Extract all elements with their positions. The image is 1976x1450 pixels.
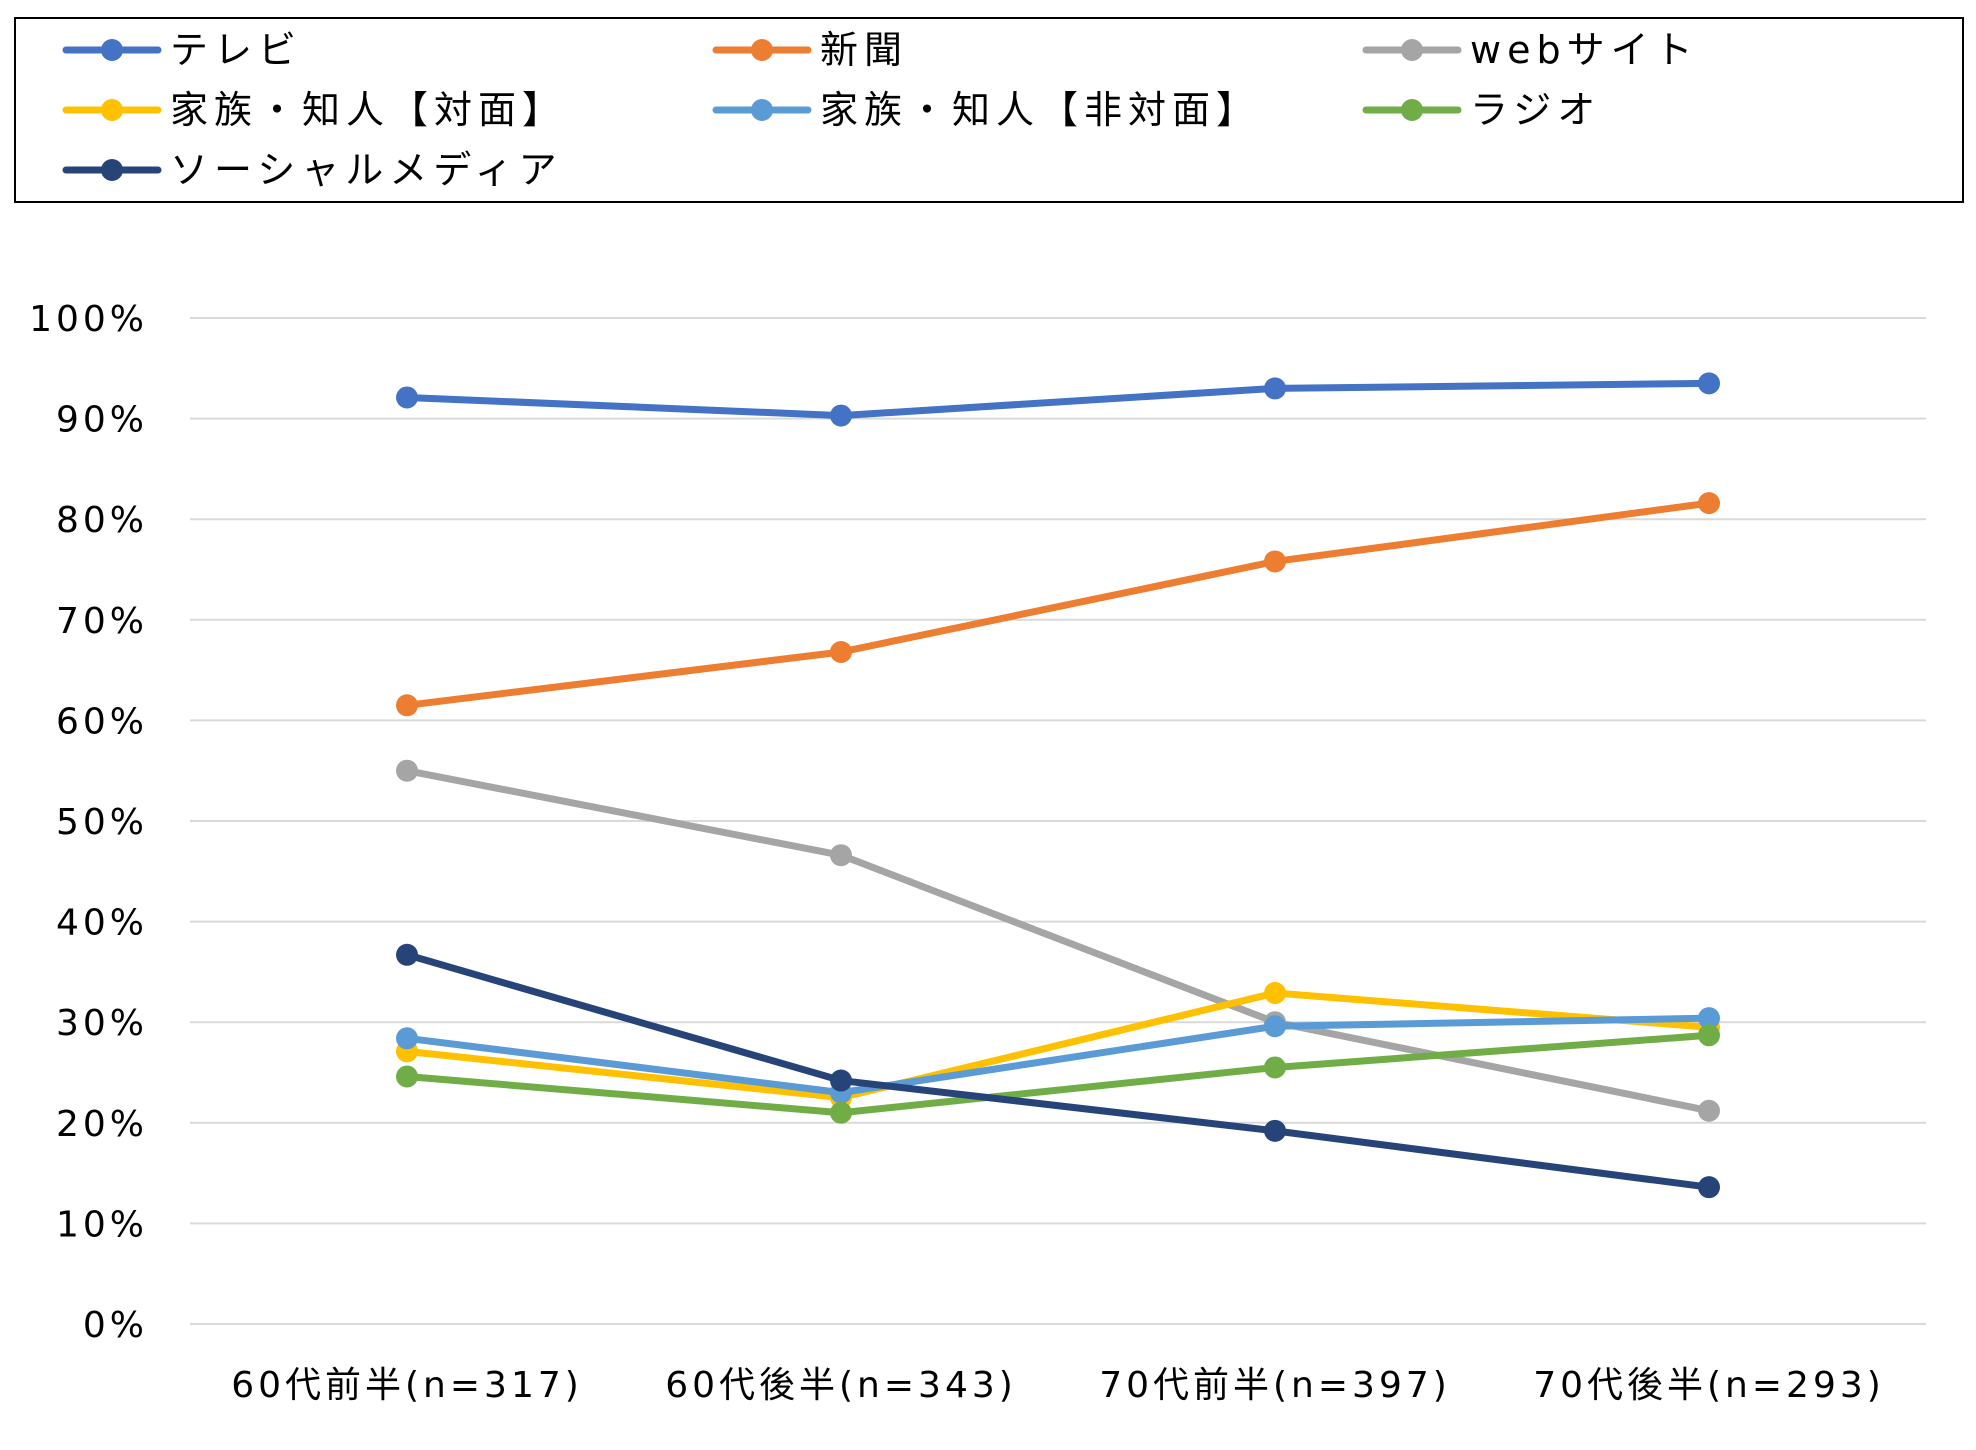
series-line — [403, 1031, 1713, 1117]
data-point — [830, 844, 852, 867]
legend-label: 家族・知人【対面】 — [170, 88, 566, 132]
data-point — [396, 386, 418, 409]
legend-label: 新聞 — [820, 28, 908, 72]
legend-marker — [101, 159, 123, 181]
series-5 — [396, 1024, 1720, 1124]
data-point — [1264, 1056, 1286, 1079]
data-point — [1698, 1024, 1720, 1047]
legend-label: 家族・知人【非対面】 — [820, 88, 1260, 132]
legend-item: ソーシャルメディア — [62, 148, 563, 192]
legend-marker — [101, 99, 123, 121]
gridlines — [190, 317, 1926, 1325]
legend-label: ソーシャルメディア — [170, 148, 563, 192]
legend-item: webサイト — [1362, 28, 1699, 72]
series-line — [403, 1014, 1713, 1097]
data-point — [396, 1065, 418, 1088]
series-layer — [396, 372, 1720, 1199]
y-tick-label: 40% — [56, 903, 148, 944]
y-tick-label: 60% — [56, 701, 148, 742]
x-tick-label: 60代前半(n=317) — [231, 1365, 583, 1406]
data-point — [830, 1101, 852, 1124]
data-point — [1264, 982, 1286, 1005]
data-point — [396, 759, 418, 782]
data-point — [1264, 377, 1286, 400]
series-line — [403, 379, 1713, 420]
y-tick-label: 90% — [56, 400, 148, 441]
data-point — [1264, 550, 1286, 573]
data-point — [1698, 1099, 1720, 1122]
data-point — [1264, 1015, 1286, 1038]
series-line — [403, 499, 1713, 709]
y-tick-label: 30% — [56, 1003, 148, 1044]
legend-item: ラジオ — [1362, 88, 1601, 132]
series-1 — [396, 492, 1720, 717]
data-point — [396, 943, 418, 966]
data-point — [1698, 372, 1720, 395]
legend-label: テレビ — [170, 28, 302, 72]
series-6 — [396, 943, 1720, 1199]
series-line — [403, 767, 1713, 1115]
y-tick-label: 10% — [56, 1204, 148, 1245]
legend-marker — [1401, 39, 1423, 61]
legend-label: webサイト — [1470, 28, 1699, 72]
data-point — [396, 1027, 418, 1050]
series-line — [403, 989, 1713, 1102]
y-tick-label: 100% — [29, 299, 148, 340]
legend-item: 家族・知人【対面】 — [62, 88, 566, 132]
series-0 — [396, 372, 1720, 427]
data-point — [830, 640, 852, 663]
legend-marker — [751, 99, 773, 121]
y-tick-label: 0% — [83, 1305, 148, 1346]
legend-box — [14, 17, 1964, 203]
x-tick-label: 70代前半(n=397) — [1099, 1365, 1451, 1406]
x-axis: 60代前半(n=317) 60代後半(n=343) 70代前半(n=397) 70代後… — [231, 1365, 1885, 1406]
y-tick-label: 80% — [56, 500, 148, 541]
data-point — [830, 1069, 852, 1092]
y-axis: 0% 10% 20% 30% 40% 50% 60% 70% 80% 90% 100% — [29, 299, 148, 1346]
y-tick-label: 20% — [56, 1104, 148, 1145]
series-4 — [396, 1007, 1720, 1104]
x-tick-label: 70代後半(n=293) — [1533, 1365, 1885, 1406]
x-tick-label: 60代後半(n=343) — [665, 1365, 1017, 1406]
legend-marker — [1401, 99, 1423, 121]
series-line — [403, 951, 1713, 1191]
data-point — [1698, 492, 1720, 515]
legend-label: ラジオ — [1470, 88, 1601, 132]
legend-item: 新聞 — [712, 28, 908, 72]
data-point — [1698, 1176, 1720, 1199]
legend-item: テレビ — [62, 28, 302, 72]
data-point — [396, 694, 418, 717]
y-tick-label: 70% — [56, 601, 148, 642]
legend-marker — [101, 39, 123, 61]
series-2 — [396, 759, 1720, 1122]
legend-marker — [751, 39, 773, 61]
data-point — [830, 404, 852, 427]
legend-item: 家族・知人【非対面】 — [712, 88, 1260, 132]
y-tick-label: 50% — [56, 802, 148, 843]
data-point — [1698, 1007, 1720, 1030]
data-point — [1264, 1119, 1286, 1142]
